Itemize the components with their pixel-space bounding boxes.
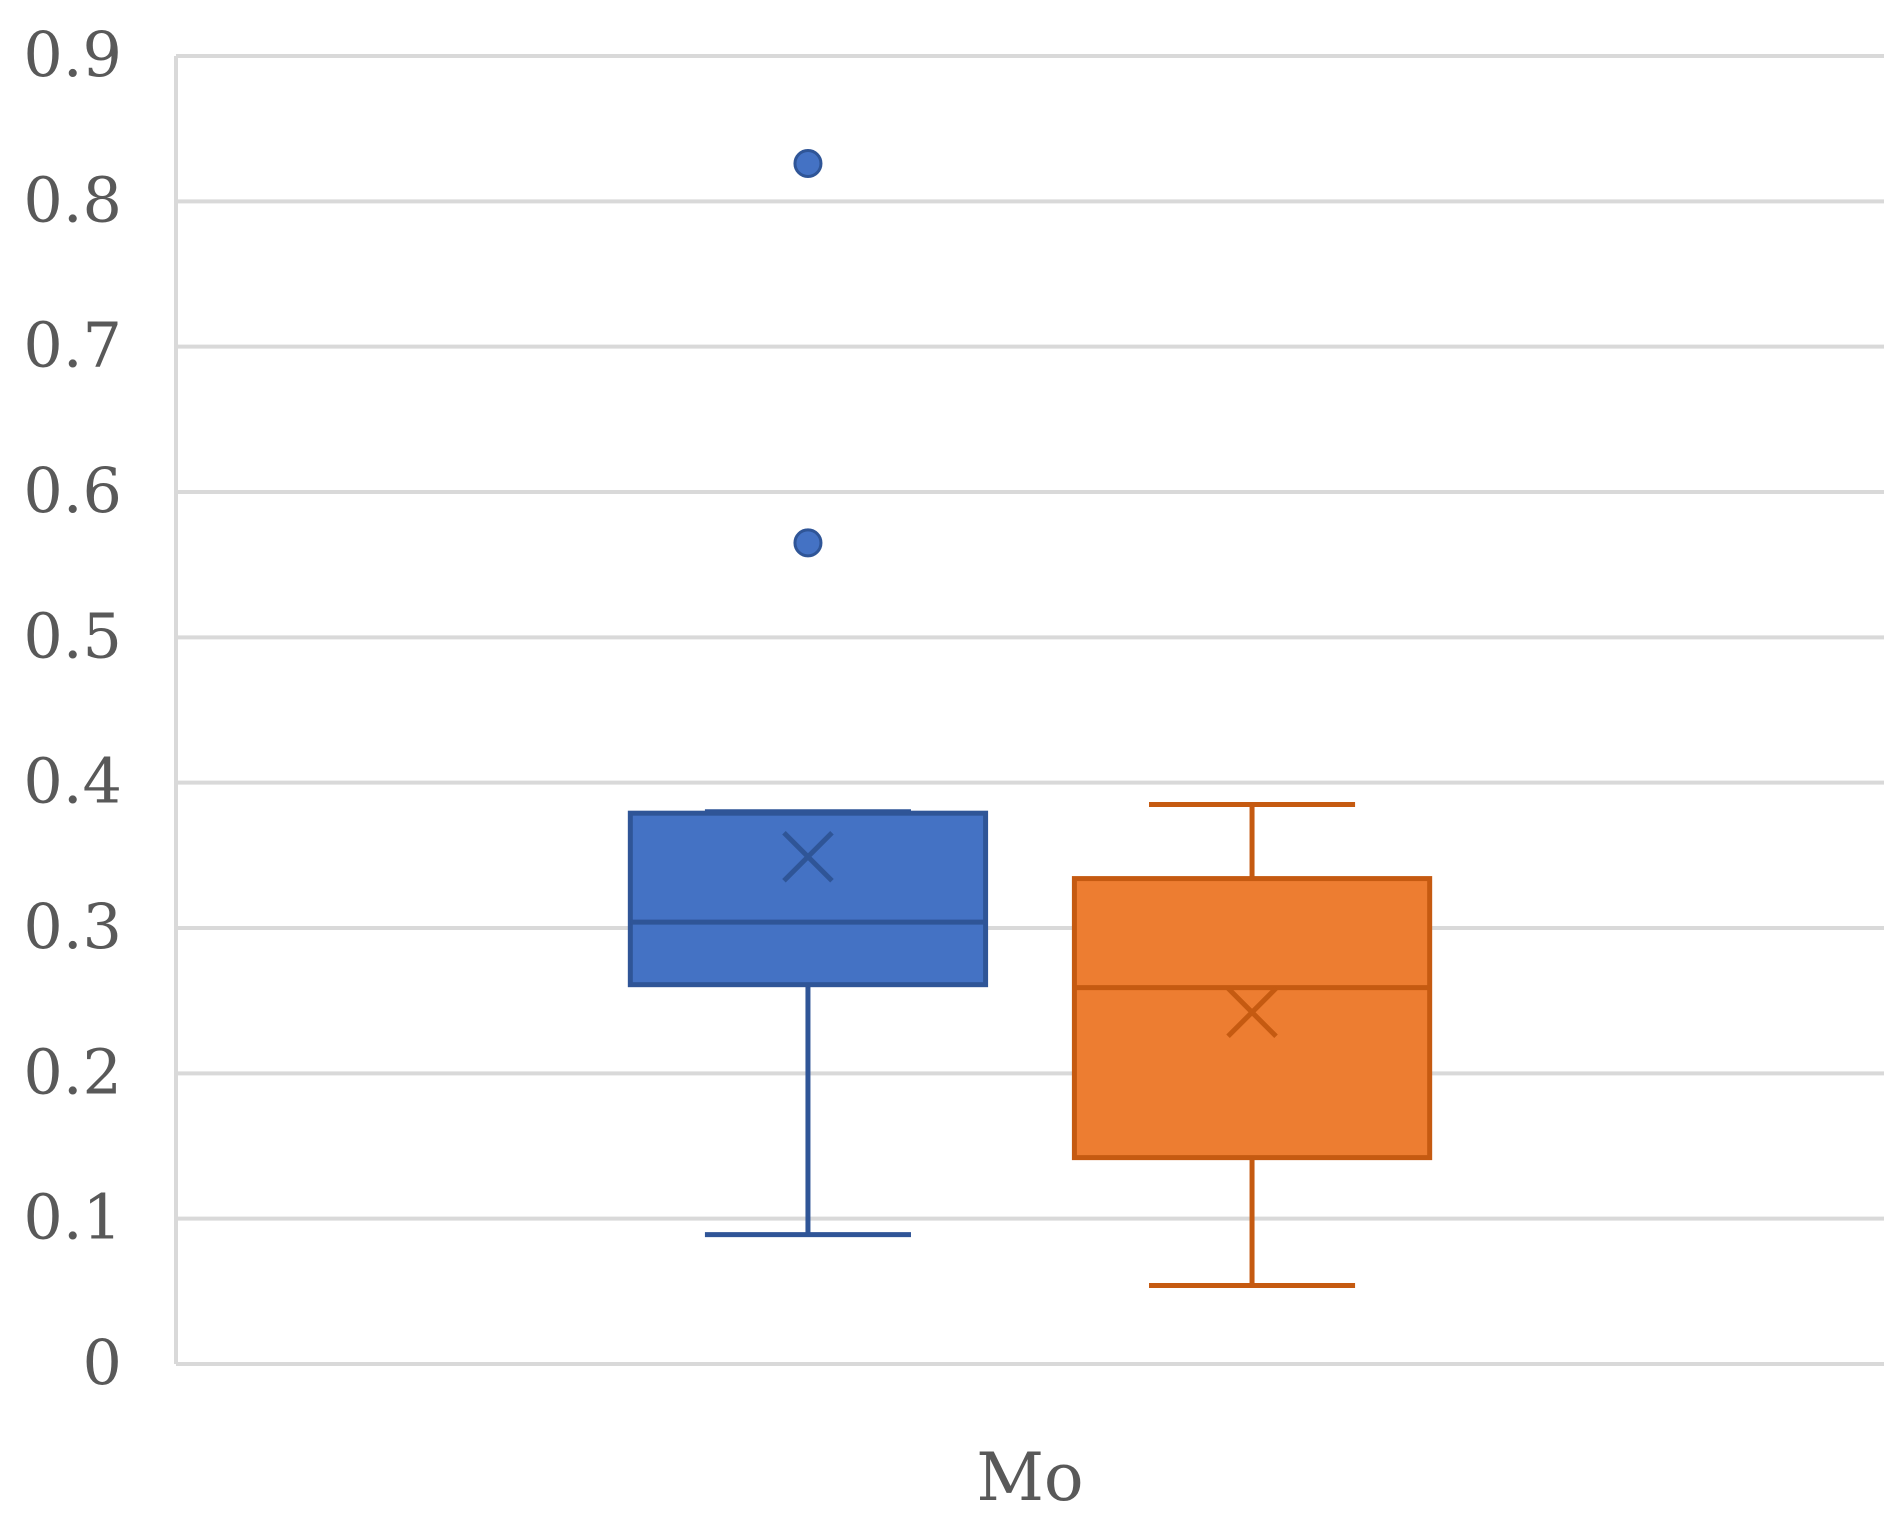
y-tick-label: 0.6 bbox=[23, 454, 122, 527]
outlier-point bbox=[793, 528, 823, 558]
y-tick-label: 0 bbox=[83, 1326, 122, 1399]
box-iqr bbox=[1071, 876, 1433, 1161]
box-iqr bbox=[627, 810, 989, 988]
x-category-label: Mo bbox=[976, 1439, 1083, 1516]
y-tick-label: 0.2 bbox=[23, 1035, 122, 1108]
y-tick-label: 0.9 bbox=[23, 18, 122, 91]
mean-marker bbox=[1226, 986, 1278, 1039]
y-tick-label: 0.4 bbox=[23, 745, 122, 818]
gridlines bbox=[174, 54, 1884, 1366]
box-series-2 bbox=[1071, 801, 1433, 1289]
y-tick-label: 0.7 bbox=[23, 309, 122, 382]
x-axis-category-labels: Mo bbox=[976, 1439, 1083, 1516]
box-series-1 bbox=[627, 149, 989, 1238]
outlier-point bbox=[793, 149, 823, 179]
box-series bbox=[627, 149, 1433, 1289]
y-tick-label: 0.3 bbox=[23, 890, 122, 963]
y-tick-label: 0.5 bbox=[23, 599, 122, 672]
y-tick-label: 0.1 bbox=[23, 1181, 122, 1254]
y-tick-label: 0.8 bbox=[23, 163, 122, 236]
mean-marker bbox=[782, 831, 834, 883]
y-axis-tick-labels: 0 0.1 0.2 0.3 0.4 0.5 0.6 0.7 0.8 0.9 bbox=[23, 18, 122, 1399]
